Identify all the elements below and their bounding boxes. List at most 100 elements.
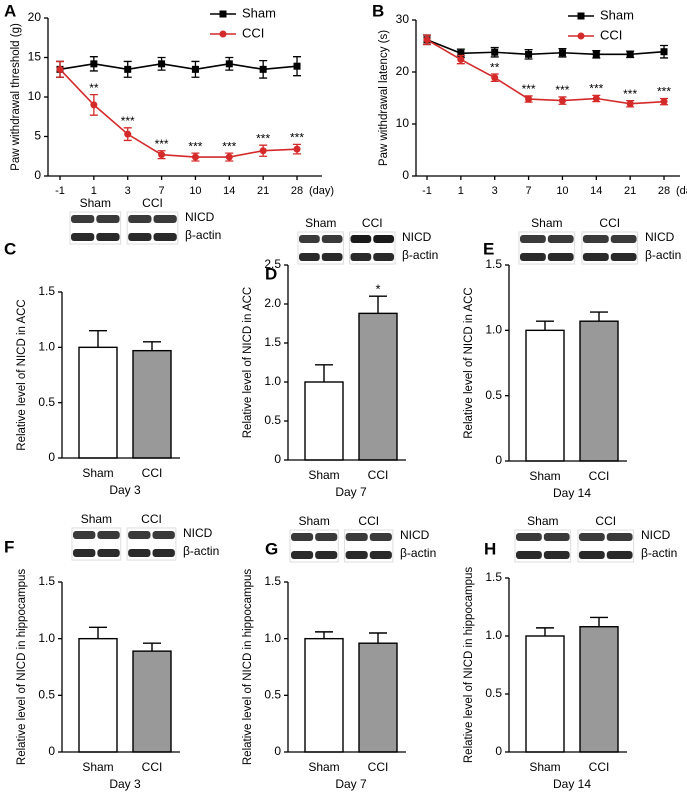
y-tick-label: 15 <box>28 50 42 64</box>
blot-frame <box>297 231 345 265</box>
significance: *** <box>657 85 671 99</box>
blot-band <box>315 533 338 541</box>
y-tick-label: 0 <box>495 744 502 758</box>
blot-band <box>152 531 175 539</box>
marker <box>525 50 533 58</box>
y-tick-label: 1.0 <box>485 628 502 642</box>
y-tick-label: 0 <box>34 168 41 182</box>
blot-frame <box>348 231 396 265</box>
y-tick-label: 0.5 <box>38 395 55 409</box>
x-axis-label: Day 14 <box>553 777 591 791</box>
blot-frame <box>518 231 576 265</box>
x-tick-label: CCI <box>589 469 610 483</box>
marker <box>558 97 566 105</box>
y-axis-label: Relative level of NICD in hippocampus <box>16 569 28 765</box>
blot-band <box>516 533 542 541</box>
blot-group-label: CCI <box>142 196 163 210</box>
blot-frame <box>69 211 122 245</box>
series-line <box>59 63 298 71</box>
error-bar <box>590 311 608 322</box>
blot-band-label: β-actin <box>402 248 438 262</box>
x-axis-label: Day 3 <box>109 777 141 791</box>
blot-frame <box>126 211 179 245</box>
blot-band-label: NICD <box>400 528 430 542</box>
blot-frame <box>126 527 177 561</box>
panel-letter: C <box>4 239 16 258</box>
y-tick-label: 2.0 <box>264 296 281 310</box>
blot-band <box>128 215 152 223</box>
error-bar <box>369 632 387 644</box>
marker <box>660 48 668 56</box>
blot-band <box>71 233 95 241</box>
blot-band <box>578 533 605 541</box>
blot-band-label: NICD <box>641 528 671 542</box>
x-tick-label: 21 <box>624 185 636 197</box>
error-bar <box>143 341 161 351</box>
y-axis-label: Relative level of NICD in hippocampus <box>463 567 475 763</box>
y-tick-label: 1.0 <box>264 374 281 388</box>
blot-band-label: NICD <box>183 526 213 540</box>
blot-band <box>373 253 395 261</box>
significance: *** <box>256 131 270 145</box>
blot-frame <box>577 529 635 563</box>
marker <box>56 65 64 73</box>
significance: ** <box>89 81 99 95</box>
y-tick-label: 5 <box>34 129 41 143</box>
blot-band <box>152 549 175 557</box>
x-tick-label: Sham <box>82 760 113 774</box>
marker <box>457 49 465 57</box>
x-tick-label: Sham <box>308 760 339 774</box>
blot-frame <box>71 527 122 561</box>
y-axis-label: Relative level of NICD in ACC <box>242 287 254 438</box>
panel-letter: B <box>372 1 384 20</box>
blot-band-label: β-actin <box>183 544 219 558</box>
blot-band <box>153 215 177 223</box>
marker <box>491 74 499 82</box>
panel-letter: D <box>265 264 277 283</box>
marker <box>626 50 634 58</box>
blot-frame <box>514 529 572 563</box>
significance: *** <box>623 87 637 101</box>
blot-band <box>315 551 338 559</box>
x-tick-label: 10 <box>189 185 201 197</box>
blot-band <box>520 235 546 243</box>
y-tick-label: 1.0 <box>38 631 55 645</box>
x-tick-label: Sham <box>529 469 560 483</box>
y-tick-label: 1.5 <box>264 335 281 349</box>
marker <box>259 65 267 73</box>
blot-group-label: Sham <box>305 216 336 230</box>
y-tick-label: 2.5 <box>264 257 281 271</box>
blot-band <box>606 533 633 541</box>
marker <box>124 130 132 138</box>
blot-band <box>73 549 96 557</box>
x-axis-label: Day 7 <box>335 777 367 791</box>
blot-band <box>153 233 177 241</box>
bar <box>579 320 619 462</box>
blot-band <box>582 253 609 261</box>
blot-band-label: β-actin <box>641 546 677 560</box>
y-tick-label: 20 <box>396 64 410 78</box>
blot-band <box>345 533 368 541</box>
error-bar <box>89 330 107 348</box>
legend-marker <box>577 32 585 40</box>
x-tick-label: Sham <box>82 466 113 480</box>
marker <box>592 50 600 58</box>
y-axis-label: Relative level of NICD in ACC <box>16 299 28 450</box>
marker <box>225 60 233 68</box>
y-tick-label: 1.5 <box>485 257 502 271</box>
blot-band-label: β-actin <box>645 248 681 262</box>
error-bar <box>143 642 161 652</box>
blot-band <box>299 253 320 261</box>
marker <box>225 153 233 161</box>
series-line <box>426 39 665 56</box>
blot-group-label: CCI <box>358 514 379 528</box>
y-axis-label: Paw withdrawal latency (s) <box>378 30 390 166</box>
y-tick-label: 10 <box>28 89 42 103</box>
blot-band <box>610 235 637 243</box>
blot-band-label: β-actin <box>185 228 221 242</box>
blot-band <box>350 235 372 243</box>
marker <box>191 153 199 161</box>
x-tick-label: CCI <box>368 468 389 482</box>
y-tick-label: 0 <box>274 452 281 466</box>
